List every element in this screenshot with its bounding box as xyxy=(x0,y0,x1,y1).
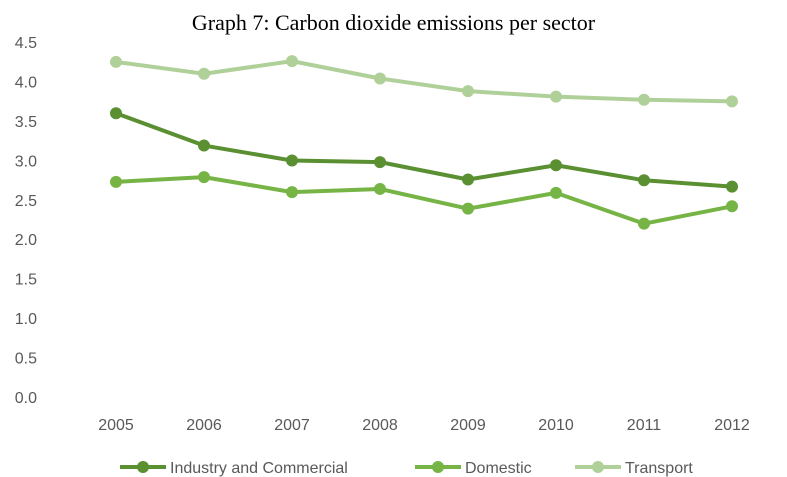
data-point xyxy=(198,139,210,152)
data-point xyxy=(726,95,738,108)
y-tick-label: 1.0 xyxy=(15,311,37,328)
y-tick-label: 3.0 xyxy=(15,153,37,170)
data-point xyxy=(374,72,386,85)
data-point xyxy=(198,67,210,80)
x-tick-label: 2009 xyxy=(450,417,486,434)
data-point xyxy=(286,186,298,199)
y-tick-label: 0.0 xyxy=(15,390,37,407)
data-point xyxy=(462,85,474,98)
data-point xyxy=(110,107,122,120)
y-axis: 0.0 0.5 1.0 1.5 2.0 2.5 3.0 3.5 4.0 4.5 xyxy=(15,35,37,407)
y-tick-label: 2.0 xyxy=(15,232,37,249)
data-point xyxy=(198,171,210,184)
legend-label: Industry and Commercial xyxy=(170,460,348,477)
legend-item: Transport xyxy=(575,460,693,477)
data-point xyxy=(110,175,122,188)
y-tick-label: 4.5 xyxy=(15,35,37,52)
data-point xyxy=(638,174,650,187)
y-tick-label: 3.5 xyxy=(15,114,37,131)
data-point xyxy=(374,156,386,169)
legend-item: Domestic xyxy=(415,460,532,477)
y-tick-label: 0.5 xyxy=(15,351,37,368)
x-axis: 2005 2006 2007 2008 2009 2010 2011 2012 xyxy=(98,417,750,434)
series-0 xyxy=(110,107,738,193)
x-tick-label: 2010 xyxy=(538,417,574,434)
data-point xyxy=(726,180,738,193)
x-tick-label: 2005 xyxy=(98,417,134,434)
data-point xyxy=(374,182,386,195)
data-point xyxy=(286,154,298,167)
series-line xyxy=(114,111,734,189)
legend-item: Industry and Commercial xyxy=(120,460,348,477)
x-tick-label: 2012 xyxy=(714,417,750,434)
data-point xyxy=(550,186,562,199)
legend-label: Domestic xyxy=(465,460,532,477)
data-point xyxy=(286,55,298,68)
chart-title: Graph 7: Carbon dioxide emissions per se… xyxy=(191,10,596,35)
x-tick-label: 2006 xyxy=(186,417,222,434)
y-tick-label: 2.5 xyxy=(15,193,37,210)
data-point xyxy=(638,217,650,230)
plot-area xyxy=(110,55,738,230)
legend-label: Transport xyxy=(625,460,693,477)
legend-swatch-marker xyxy=(592,461,604,473)
y-tick-label: 4.0 xyxy=(15,74,37,91)
legend-swatch-marker xyxy=(137,461,149,473)
data-point xyxy=(550,159,562,172)
series-line xyxy=(114,59,734,104)
data-point xyxy=(550,90,562,103)
x-tick-label: 2011 xyxy=(627,417,662,434)
series-2 xyxy=(110,55,738,108)
x-tick-label: 2008 xyxy=(362,417,398,434)
legend-swatch-marker xyxy=(432,461,444,473)
data-point xyxy=(726,200,738,213)
x-tick-label: 2007 xyxy=(274,417,310,434)
data-point xyxy=(462,202,474,215)
data-point xyxy=(110,55,122,68)
data-point xyxy=(462,173,474,186)
data-point xyxy=(638,93,650,106)
legend: Industry and Commercial Domestic Transport xyxy=(120,460,693,477)
y-tick-label: 1.5 xyxy=(15,272,37,289)
series-line xyxy=(114,175,734,226)
series-1 xyxy=(110,171,738,230)
